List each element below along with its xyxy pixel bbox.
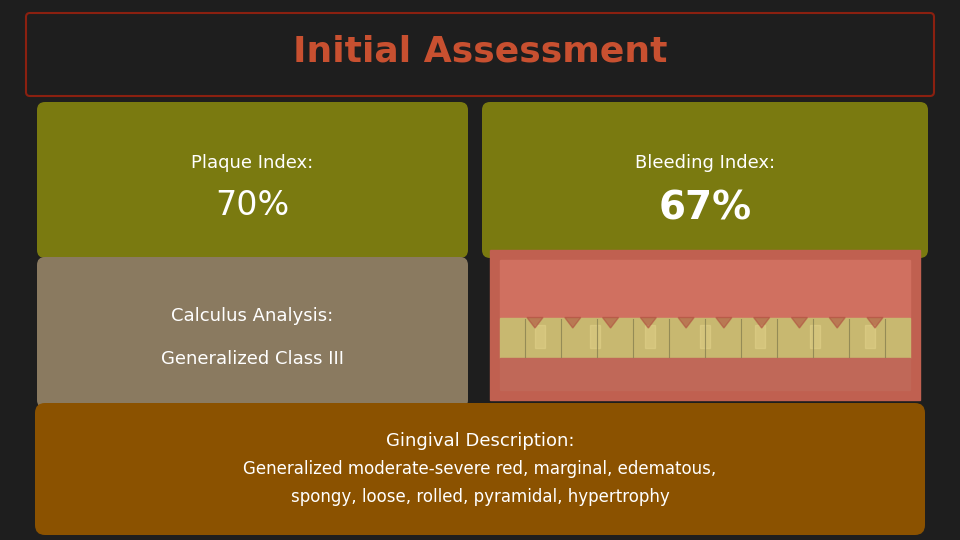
Polygon shape [500, 260, 910, 318]
Polygon shape [500, 358, 910, 390]
Polygon shape [603, 318, 618, 328]
Text: Initial Assessment: Initial Assessment [293, 35, 667, 69]
Polygon shape [867, 318, 883, 328]
Text: Generalized moderate-severe red, marginal, edematous,: Generalized moderate-severe red, margina… [244, 460, 716, 478]
Text: spongy, loose, rolled, pyramidal, hypertrophy: spongy, loose, rolled, pyramidal, hypert… [291, 488, 669, 506]
Polygon shape [678, 318, 694, 328]
FancyBboxPatch shape [35, 403, 925, 535]
Text: Calculus Analysis:: Calculus Analysis: [172, 307, 334, 325]
Text: 67%: 67% [659, 189, 752, 227]
Polygon shape [791, 318, 807, 328]
Text: Gingival Description:: Gingival Description: [386, 432, 574, 450]
Text: Generalized Class III: Generalized Class III [161, 350, 344, 368]
FancyBboxPatch shape [37, 257, 468, 408]
FancyBboxPatch shape [37, 102, 468, 258]
Polygon shape [640, 318, 657, 328]
FancyBboxPatch shape [482, 102, 928, 258]
Polygon shape [500, 318, 910, 358]
Polygon shape [754, 318, 770, 328]
FancyBboxPatch shape [26, 13, 934, 96]
Text: 70%: 70% [215, 188, 290, 222]
Polygon shape [716, 318, 732, 328]
Polygon shape [527, 318, 543, 328]
FancyBboxPatch shape [490, 250, 920, 400]
Polygon shape [829, 318, 845, 328]
Polygon shape [564, 318, 581, 328]
Text: Bleeding Index:: Bleeding Index: [635, 154, 775, 172]
Polygon shape [490, 250, 920, 400]
Text: Plaque Index:: Plaque Index: [191, 154, 314, 172]
